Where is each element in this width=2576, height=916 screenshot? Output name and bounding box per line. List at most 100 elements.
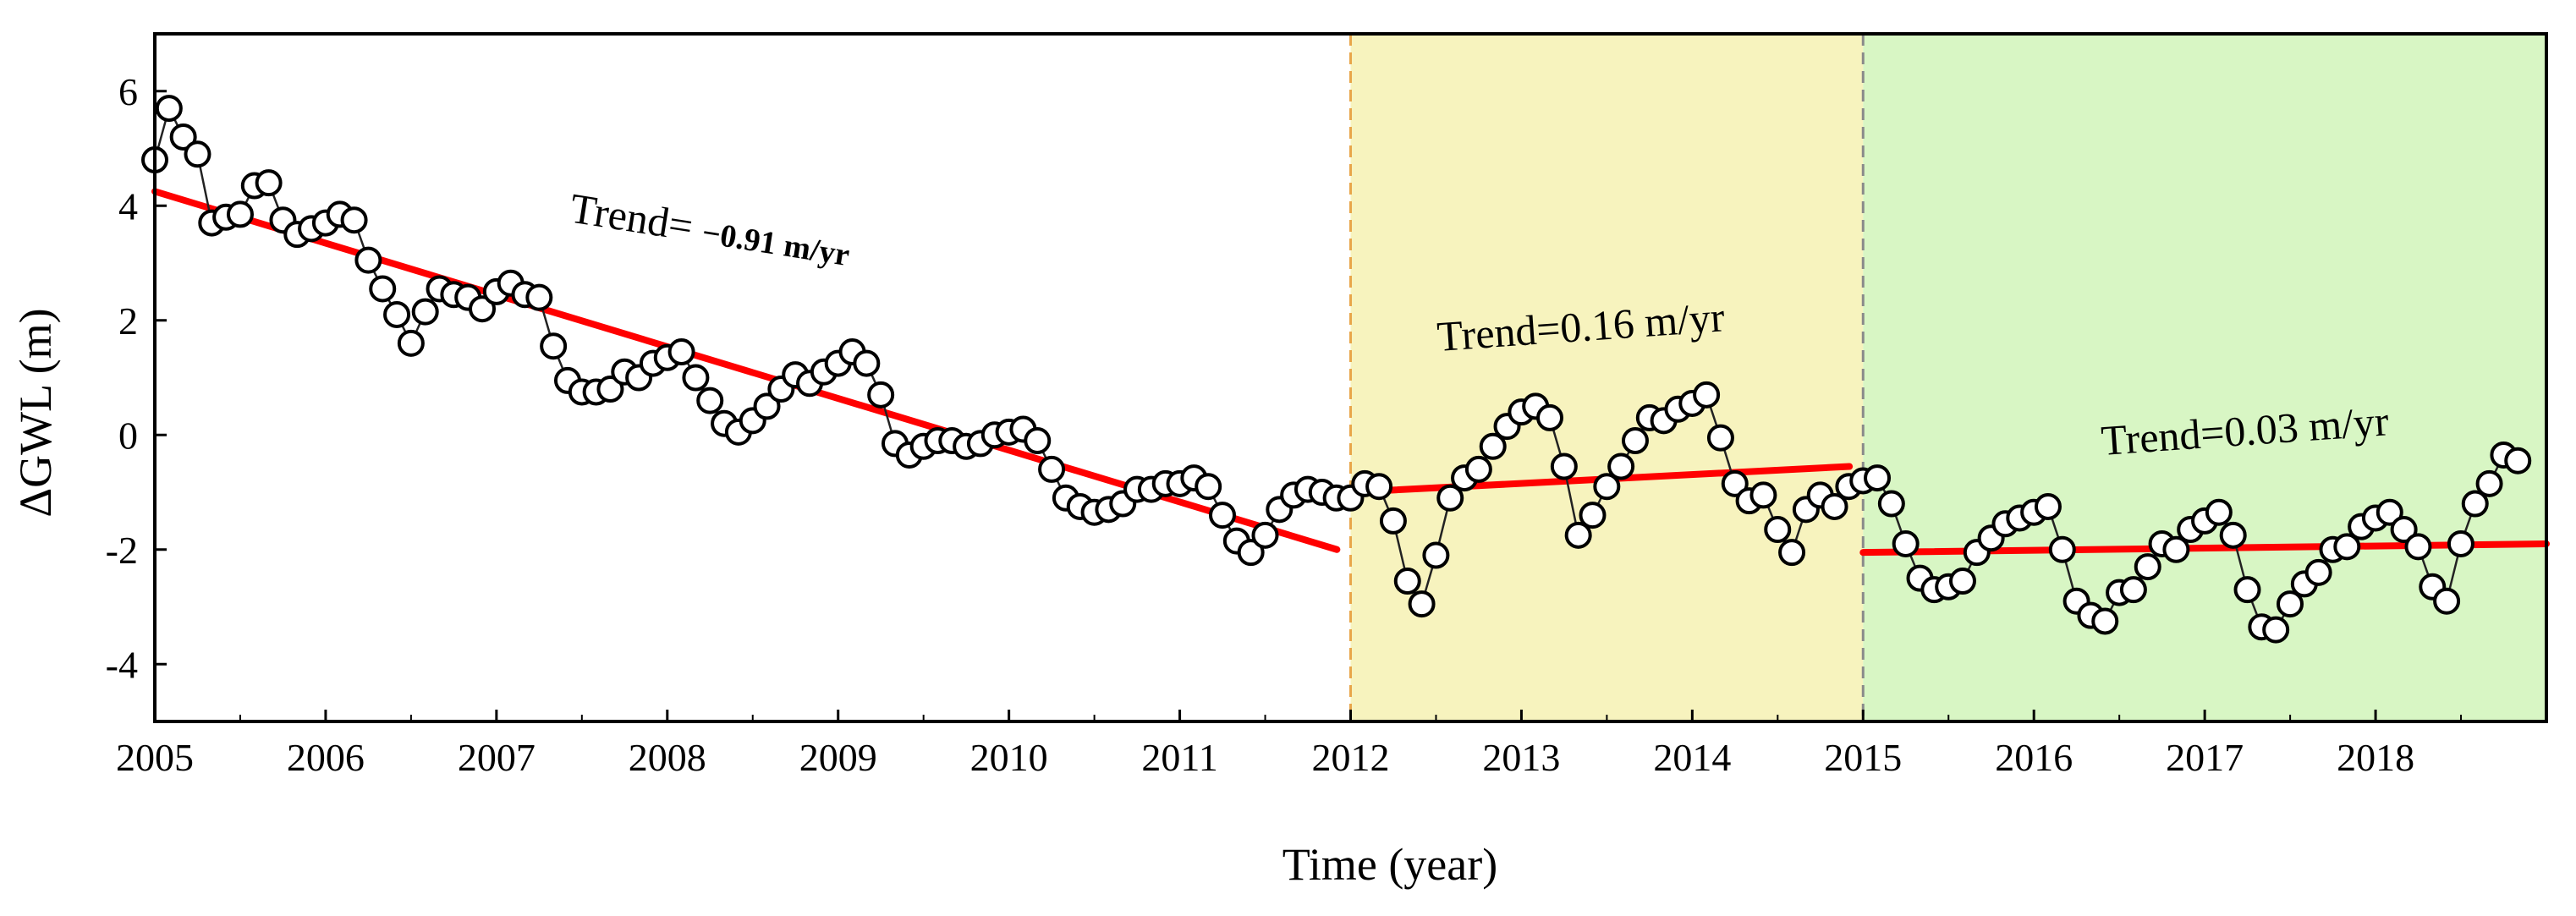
data-point-154 <box>2333 533 2361 561</box>
data-point-90 <box>1422 541 1450 569</box>
data-point-150 <box>2277 590 2304 618</box>
x-tick-label-2012: 2012 <box>1312 736 1390 779</box>
data-point-161 <box>2433 587 2461 615</box>
period-bands <box>1349 34 2546 721</box>
data-point-113 <box>1749 481 1777 509</box>
x-axis-title: Time (year) <box>1283 839 1497 890</box>
data-point-50 <box>853 349 881 377</box>
data-point-43 <box>753 392 781 420</box>
data-point-139 <box>2119 576 2147 604</box>
data-point-3 <box>184 140 211 168</box>
data-point-162 <box>2447 529 2474 557</box>
data-point-122 <box>1877 490 1905 518</box>
x-tick-label-2006: 2006 <box>287 736 365 779</box>
data-point-28 <box>540 332 568 360</box>
data-point-1 <box>155 95 183 123</box>
y-axis-ticks: -4 -2 0 2 4 6 <box>106 70 167 686</box>
data-point-123 <box>1892 529 1920 557</box>
data-point-166 <box>2504 447 2532 474</box>
data-point-6 <box>226 200 254 228</box>
data-point-145 <box>2205 498 2233 526</box>
data-point-121 <box>1864 464 1892 492</box>
data-point-38 <box>682 364 710 392</box>
y-tick-label--4: -4 <box>106 643 138 686</box>
data-point-39 <box>696 387 724 414</box>
x-tick-label-2010: 2010 <box>970 736 1048 779</box>
data-point-2 <box>169 123 197 151</box>
data-point-134 <box>2048 535 2076 563</box>
data-point-63 <box>1038 455 1066 483</box>
data-point-109 <box>1693 381 1721 409</box>
data-point-137 <box>2091 607 2119 635</box>
data-point-115 <box>1778 539 1806 567</box>
data-point-8 <box>255 169 283 197</box>
data-point-98 <box>1536 403 1564 431</box>
x-tick-label-2005: 2005 <box>116 736 194 779</box>
data-point-100 <box>1564 521 1592 549</box>
y-tick-label-4: 4 <box>118 184 138 228</box>
data-points <box>141 95 2532 644</box>
data-point-78 <box>1251 521 1279 549</box>
trend-label-2005-2011: Trend= −0.91 m/yr <box>567 184 854 276</box>
data-point-104 <box>1621 427 1649 455</box>
data-point-51 <box>867 381 895 409</box>
y-axis-title: ΔGWL (m) <box>10 308 61 517</box>
data-point-164 <box>2475 469 2503 497</box>
x-tick-label-2013: 2013 <box>1482 736 1560 779</box>
data-point-17 <box>383 300 411 328</box>
data-point-75 <box>1209 502 1237 529</box>
x-tick-label-2017: 2017 <box>2166 736 2244 779</box>
data-point-114 <box>1764 516 1792 544</box>
data-point-103 <box>1607 453 1635 480</box>
data-point-101 <box>1579 502 1607 529</box>
data-point-157 <box>2376 498 2403 526</box>
trend-label-prefix: Trend= <box>567 184 706 252</box>
data-point-18 <box>397 329 425 357</box>
data-point-19 <box>411 298 439 326</box>
x-tick-label-2008: 2008 <box>629 736 706 779</box>
y-tick-label--2: -2 <box>106 529 138 572</box>
data-point-159 <box>2404 533 2432 561</box>
data-point-89 <box>1408 590 1436 618</box>
data-point-16 <box>369 275 397 303</box>
x-tick-label-2011: 2011 <box>1141 736 1217 779</box>
data-point-32 <box>596 376 624 403</box>
x-tick-label-2009: 2009 <box>799 736 877 779</box>
data-point-142 <box>2162 535 2190 563</box>
data-point-74 <box>1195 473 1222 501</box>
data-point-94 <box>1479 432 1507 460</box>
period-band-0 <box>1350 34 1864 721</box>
data-point-111 <box>1721 469 1749 497</box>
data-point-91 <box>1436 484 1464 512</box>
y-tick-label-0: 0 <box>118 414 138 457</box>
x-tick-label-2007: 2007 <box>458 736 536 779</box>
data-point-163 <box>2461 490 2489 518</box>
x-tick-label-2014: 2014 <box>1653 736 1731 779</box>
data-point-87 <box>1379 507 1407 535</box>
data-point-86 <box>1365 473 1393 501</box>
data-point-37 <box>667 338 695 366</box>
data-point-146 <box>2219 521 2247 549</box>
data-point-88 <box>1393 568 1421 595</box>
x-tick-label-2016: 2016 <box>1995 736 2073 779</box>
data-point-23 <box>469 295 497 323</box>
x-axis-ticks: 2005 2006 2007 2008 2009 2010 2011 2012 2013 2014… <box>116 710 2463 779</box>
data-point-140 <box>2134 553 2161 581</box>
x-tick-label-2015: 2015 <box>1824 736 1902 779</box>
data-point-102 <box>1593 473 1621 501</box>
data-point-118 <box>1821 492 1848 520</box>
data-point-99 <box>1550 453 1578 480</box>
data-point-77 <box>1237 539 1265 567</box>
data-point-152 <box>2304 558 2332 586</box>
trend-label-value: −0.91 m/yr <box>700 215 852 273</box>
data-point-15 <box>354 246 382 274</box>
data-point-133 <box>2034 492 2062 520</box>
data-point-62 <box>1024 427 1052 455</box>
data-point-147 <box>2233 576 2261 604</box>
data-point-127 <box>1948 568 1976 595</box>
data-point-14 <box>340 206 368 234</box>
data-point-93 <box>1464 455 1492 483</box>
y-tick-label-6: 6 <box>118 70 138 113</box>
data-point-27 <box>525 283 553 311</box>
